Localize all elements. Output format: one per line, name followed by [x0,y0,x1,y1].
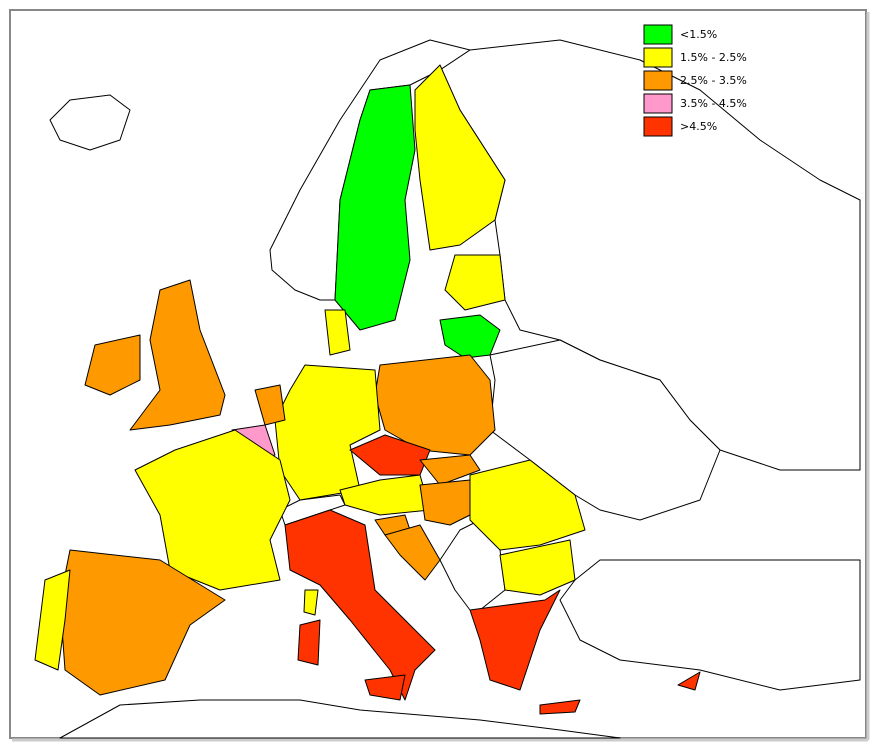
hungary [419,479,481,526]
legend-swatch [643,47,673,68]
north-africa [59,699,621,739]
crete [539,699,581,715]
sardinia [297,619,321,666]
non-eu-countries [49,39,861,739]
legend: <1.5% 1.5% - 2.5% 2.5% - 3.5% 3.5% - 4.5% >4… [643,24,747,137]
corsica [303,589,319,616]
denmark [324,309,351,356]
croatia [384,524,441,581]
estonia-latvia [444,254,506,311]
legend-label: >4.5% [680,120,717,133]
legend-label: <1.5% [680,28,717,41]
greece [469,589,561,691]
romania [469,459,586,551]
bulgaria [499,539,576,596]
legend-swatch [643,116,673,137]
sicily [364,674,406,701]
finland [414,64,506,251]
eu-countries [34,64,701,715]
legend-label: 3.5% - 4.5% [680,97,747,110]
slovakia [419,454,481,486]
italy [284,509,436,701]
portugal [34,569,71,671]
legend-label: 1.5% - 2.5% [680,51,747,64]
cyprus [677,671,701,691]
turkey [559,559,861,691]
lithuania [439,314,501,359]
legend-swatch [643,70,673,91]
iceland [49,94,131,151]
united-kingdom [129,279,226,431]
france [134,429,291,591]
legend-label: 2.5% - 3.5% [680,74,747,87]
sweden [334,84,416,331]
belarus-ukraine [489,339,721,521]
legend-swatch [643,24,673,45]
netherlands [254,384,286,426]
ireland [84,334,141,396]
legend-swatch [643,93,673,114]
